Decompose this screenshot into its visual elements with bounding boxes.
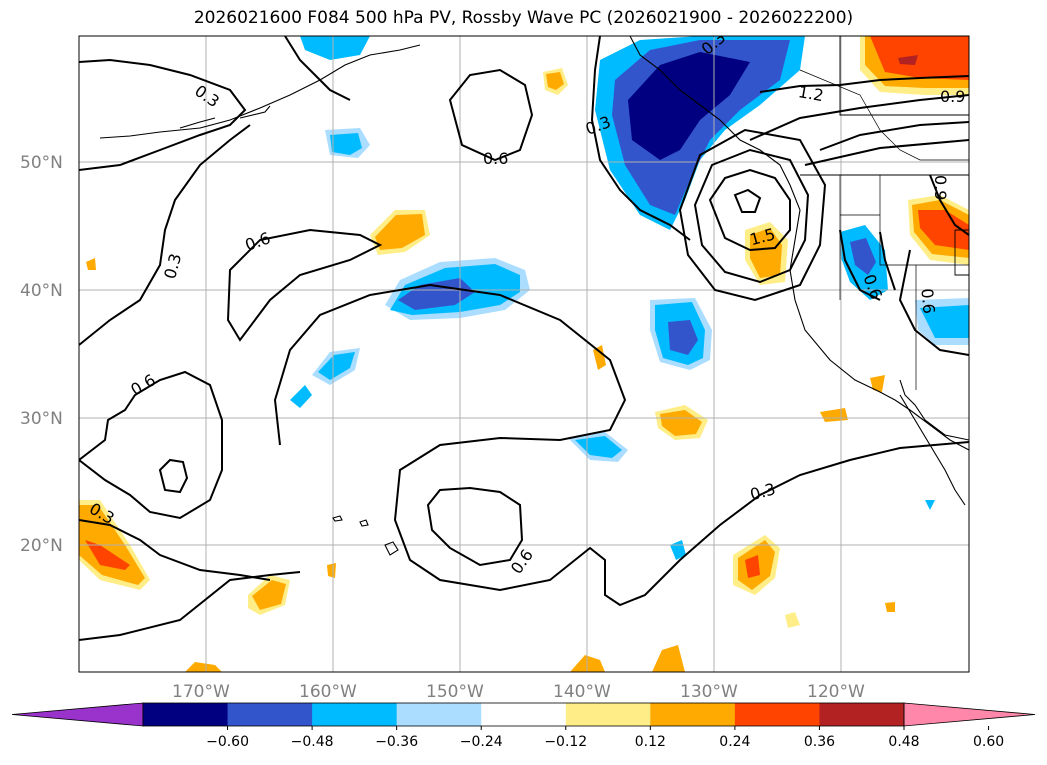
contours bbox=[79, 36, 969, 641]
lon-label: 160°W bbox=[299, 682, 357, 702]
lon-label: 140°W bbox=[553, 682, 611, 702]
colorbar-segment bbox=[650, 703, 736, 726]
negative-anomaly-gulf-of-alaska bbox=[595, 36, 805, 230]
colorbar-tick-label: −0.36 bbox=[375, 734, 418, 750]
map-border bbox=[78, 35, 970, 673]
contour-label: 0.9 bbox=[940, 87, 965, 106]
negative-anomaly-east-central bbox=[650, 298, 712, 370]
positive-anomaly-coast bbox=[745, 222, 788, 285]
longitude-labels: 170°W 160°W 150°W 140°W 130°W 120°W bbox=[172, 682, 865, 702]
lon-label: 120°W bbox=[807, 682, 865, 702]
contour-label: 1.2 bbox=[797, 82, 825, 105]
negative-anomaly-north-top bbox=[300, 36, 370, 60]
colorbar-tick-label: −0.12 bbox=[544, 734, 587, 750]
latitude-labels: 50°N 40°N 30°N 20°N bbox=[20, 153, 63, 556]
colorbar-extend-high bbox=[903, 702, 1036, 727]
colorbar-tick-label: −0.24 bbox=[460, 734, 503, 750]
colorbar-tick-label: 0.36 bbox=[804, 734, 835, 750]
lon-label: 150°W bbox=[426, 682, 484, 702]
colorbar-segment bbox=[565, 703, 651, 726]
colorbar: −0.60 −0.48 −0.36 −0.24 −0.12 0.12 0.24 0.36 0.4… bbox=[11, 702, 1036, 750]
lat-label: 50°N bbox=[20, 153, 63, 173]
colorbar-tick-label: −0.48 bbox=[291, 734, 334, 750]
positive-anomaly-small-north bbox=[543, 68, 568, 95]
positive-anomaly-south bbox=[79, 258, 895, 672]
map-content: 0.3 0.3 0.3 0.3 0.3 0.6 0.6 0.6 0.6 0.6 … bbox=[79, 36, 969, 672]
lon-label: 170°W bbox=[172, 682, 230, 702]
colorbar-segment bbox=[143, 703, 229, 726]
colorbar-segment bbox=[819, 703, 905, 726]
contour-label: 0.9 bbox=[931, 175, 950, 200]
lat-label: 30°N bbox=[20, 409, 63, 429]
coastlines bbox=[99, 36, 969, 556]
positive-anomaly-west bbox=[370, 210, 430, 255]
colorbar-segment bbox=[312, 703, 398, 726]
lat-label: 40°N bbox=[20, 281, 63, 301]
colorbar-tick-label: 0.48 bbox=[888, 734, 919, 750]
colorbar-border bbox=[142, 702, 905, 727]
negative-anomaly-california bbox=[670, 225, 969, 560]
contour-label: 0.6 bbox=[483, 149, 508, 168]
lon-label: 130°W bbox=[680, 682, 738, 702]
negative-anomaly-small-north bbox=[325, 128, 370, 158]
contour-label: 0.6 bbox=[917, 288, 938, 315]
lat-label: 20°N bbox=[20, 536, 63, 556]
colorbar-extend-low bbox=[11, 702, 144, 727]
negative-anomaly-small-1 bbox=[290, 348, 360, 408]
colorbar-segment bbox=[396, 703, 482, 726]
colorbar-segment bbox=[227, 703, 313, 726]
colorbar-tick-label: 0.24 bbox=[719, 734, 750, 750]
colorbar-segment bbox=[734, 703, 820, 726]
colorbar-tick-label: 0.12 bbox=[635, 734, 666, 750]
graticule bbox=[79, 36, 969, 672]
colorbar-segment bbox=[481, 703, 567, 726]
colorbar-tick-label: −0.60 bbox=[206, 734, 249, 750]
colorbar-tick-label: 0.60 bbox=[973, 734, 1004, 750]
chart-title: 2026021600 F084 500 hPa PV, Rossby Wave … bbox=[193, 8, 854, 28]
